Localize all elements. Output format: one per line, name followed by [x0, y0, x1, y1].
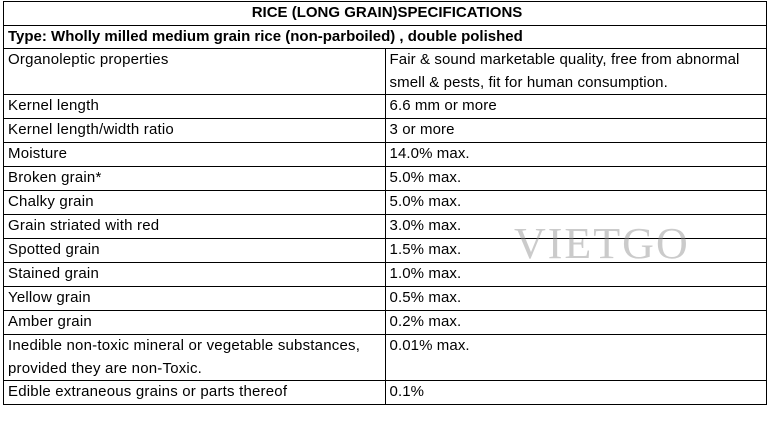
value-cell: 1.0% max. [384, 262, 767, 287]
type-row: Type: Wholly milled medium grain rice (n… [3, 24, 767, 49]
title-row: RICE (LONG GRAIN)SPECIFICATIONS [3, 1, 767, 26]
value-cell: 0.1% [384, 380, 767, 405]
value-cell: 0.2% max. [384, 310, 767, 335]
table-row: Inedible non-toxic mineral or vegetable … [3, 334, 767, 381]
property-cell: Kernel length [3, 94, 386, 119]
property-cell: Broken grain* [3, 166, 386, 191]
property-cell: Kernel length/width ratio [3, 118, 386, 143]
property-cell: Spotted grain [3, 238, 386, 263]
value-cell: Fair & sound marketable quality, free fr… [384, 48, 767, 95]
table-row: Broken grain* 5.0% max. [3, 166, 767, 191]
value-cell: 6.6 mm or more [384, 94, 767, 119]
property-cell: Stained grain [3, 262, 386, 287]
property-cell: Edible extraneous grains or parts thereo… [3, 380, 386, 405]
table-row: Spotted grain 1.5% max. [3, 238, 767, 263]
table-row: Chalky grain 5.0% max. [3, 190, 767, 215]
value-cell: 1.5% max. [384, 238, 767, 263]
value-cell: 5.0% max. [384, 190, 767, 215]
rice-specifications-table: RICE (LONG GRAIN)SPECIFICATIONS Type: Wh… [3, 1, 767, 405]
value-cell: 5.0% max. [384, 166, 767, 191]
table-row: Stained grain 1.0% max. [3, 262, 767, 287]
table-row: Yellow grain 0.5% max. [3, 286, 767, 311]
value-cell: 0.5% max. [384, 286, 767, 311]
table-row: Kernel length/width ratio 3 or more [3, 118, 767, 143]
table-row: Edible extraneous grains or parts thereo… [3, 380, 767, 405]
value-cell: 14.0% max. [384, 142, 767, 167]
table-row: Grain striated with red 3.0% max. [3, 214, 767, 239]
property-cell: Organoleptic properties [3, 48, 386, 95]
table-row: Kernel length 6.6 mm or more [3, 94, 767, 119]
property-cell: Amber grain [3, 310, 386, 335]
property-cell: Moisture [3, 142, 386, 167]
table-title: RICE (LONG GRAIN)SPECIFICATIONS [3, 1, 767, 26]
value-cell: 3 or more [384, 118, 767, 143]
table-row: Amber grain 0.2% max. [3, 310, 767, 335]
property-cell: Grain striated with red [3, 214, 386, 239]
value-cell: 0.01% max. [384, 334, 767, 381]
property-cell: Chalky grain [3, 190, 386, 215]
table-row: Organoleptic properties Fair & sound mark… [3, 48, 767, 95]
value-cell: 3.0% max. [384, 214, 767, 239]
property-cell: Inedible non-toxic mineral or vegetable … [3, 334, 386, 381]
property-cell: Yellow grain [3, 286, 386, 311]
rice-type: Type: Wholly milled medium grain rice (n… [3, 24, 767, 49]
table-row: Moisture 14.0% max. [3, 142, 767, 167]
